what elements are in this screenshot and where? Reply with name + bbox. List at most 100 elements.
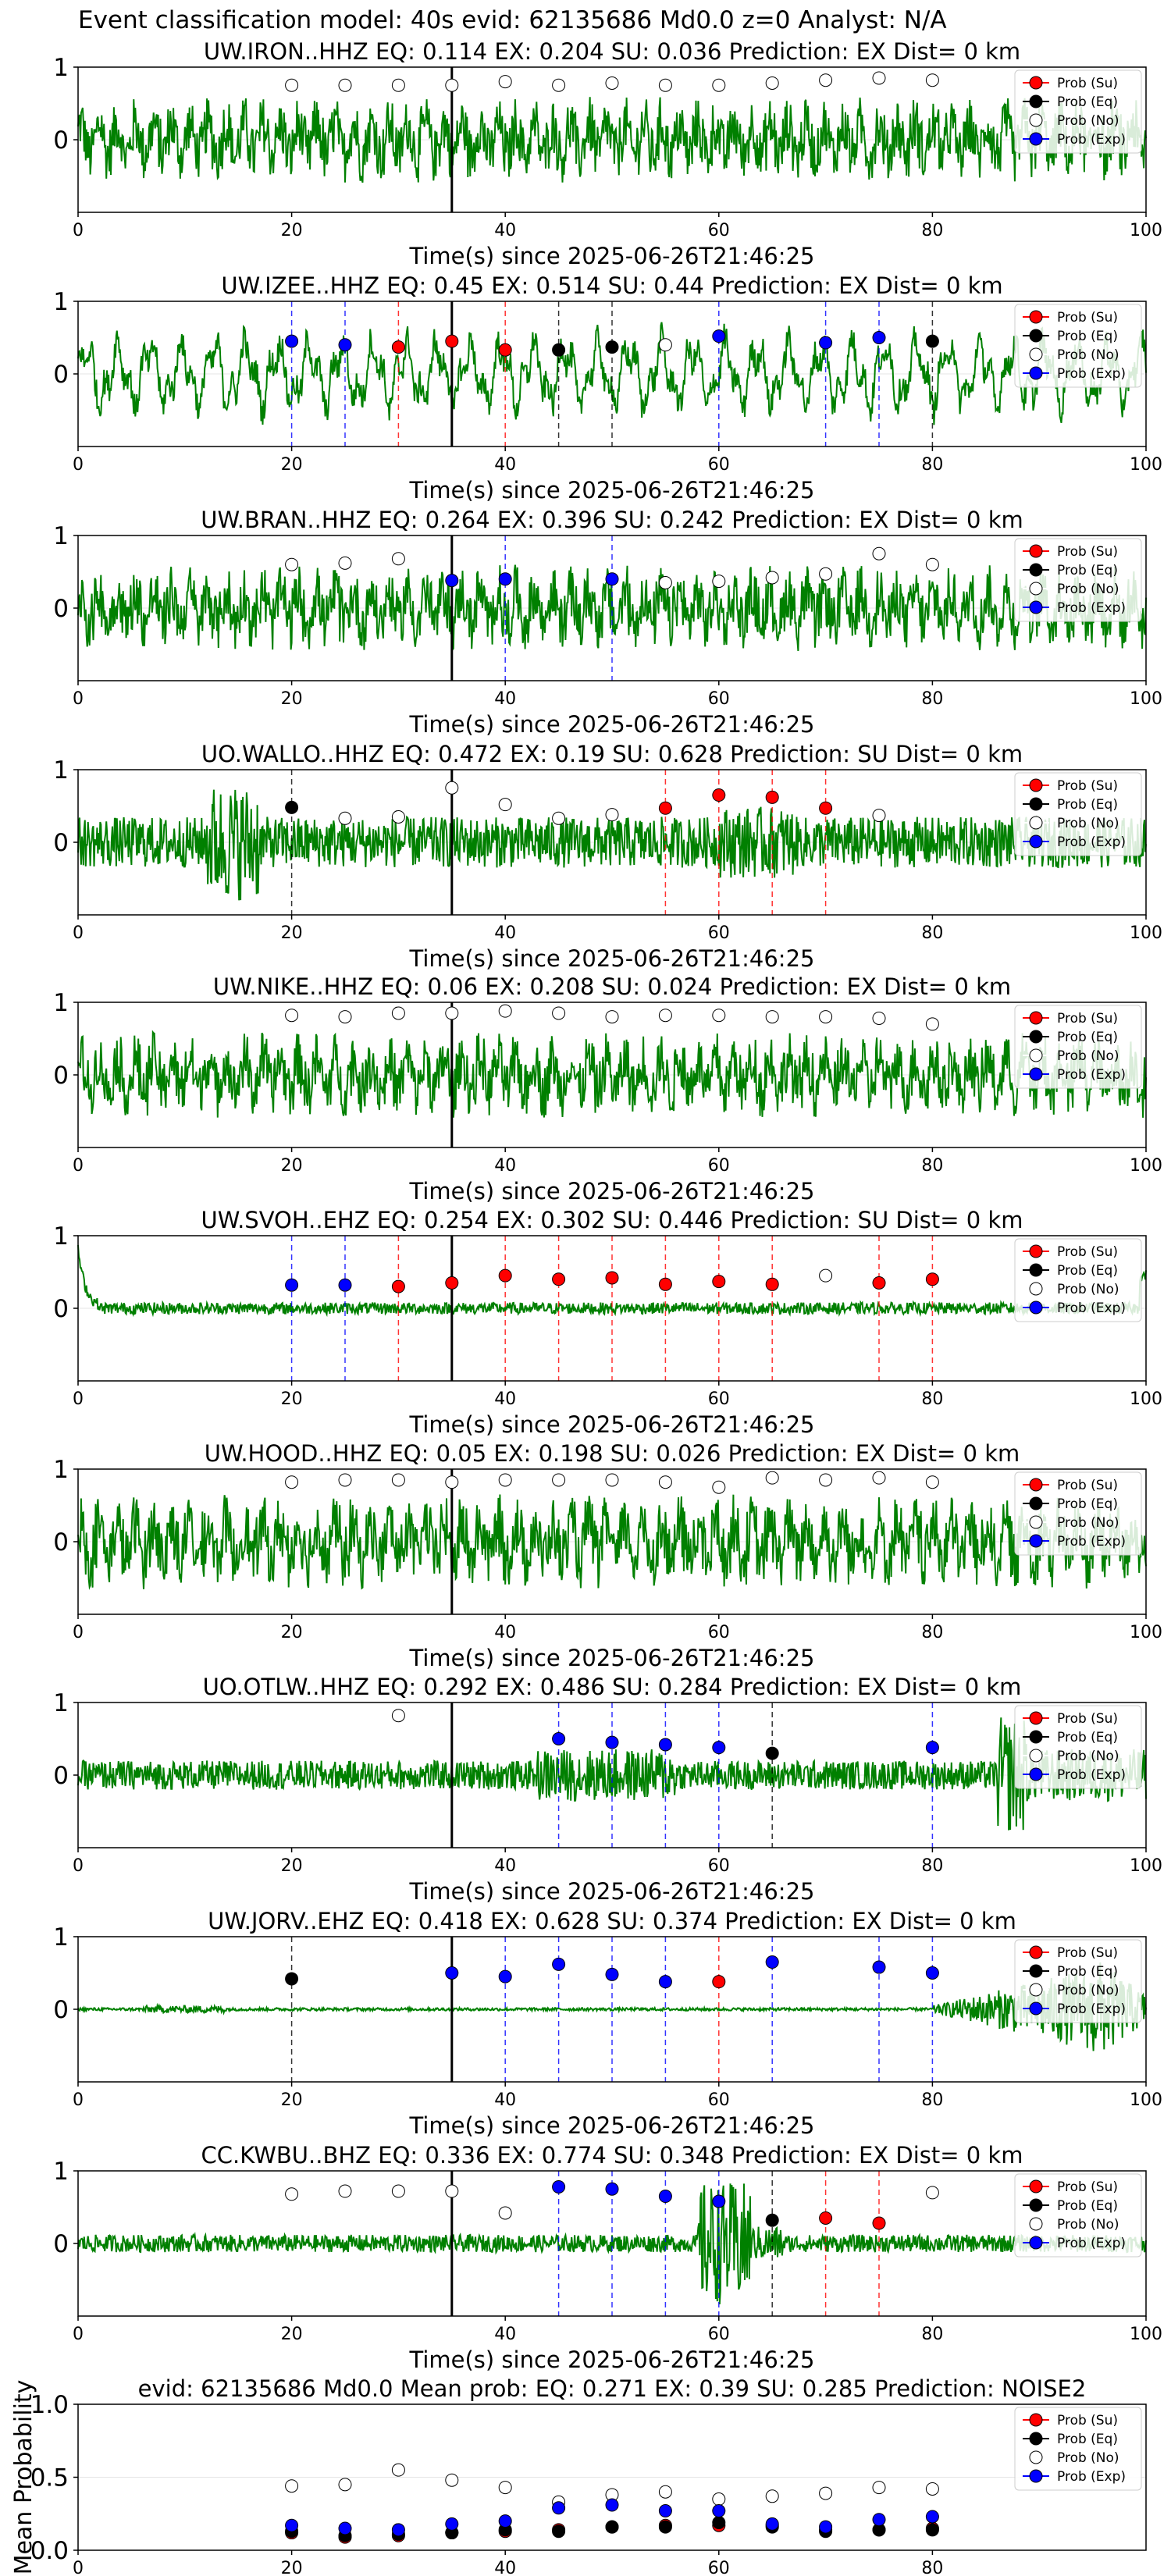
axes-frame [77,301,1147,447]
mean-probability-marker [552,2524,566,2539]
probability-marker [925,557,939,571]
probability-marker [925,73,939,87]
y-tick-label: 0 [53,1528,69,1557]
probability-marker [552,1272,566,1286]
x-tick-label: 100 [1130,689,1162,709]
legend-label: Prob (Eq) [1057,1730,1118,1745]
axes-frame [77,1235,1147,1382]
probability-marker [552,1006,566,1020]
x-tick-label: 80 [921,2559,943,2576]
probability-marker [925,1741,939,1755]
x-tick-label: 60 [708,923,730,943]
probability-marker [712,575,726,589]
probability-marker [872,546,886,560]
probability-marker [445,781,459,795]
probability-marker [658,801,672,815]
probability-marker [605,1735,619,1749]
waveform-trace [77,1494,1147,1590]
y-tick-label: 1.0 [30,2391,69,2419]
mean-probability-marker [658,2485,672,2499]
x-tick-label: 40 [494,455,516,475]
probability-marker [285,1475,299,1489]
waveform-trace [77,1962,1147,2051]
legend-label: Prob (Eq) [1057,329,1118,344]
y-tick-label: 0 [53,1295,69,1323]
legend-box [1014,1705,1142,1789]
probability-marker [605,340,619,354]
probability-marker [819,2211,833,2225]
probability-marker [712,2194,726,2208]
legend-marker [1029,1749,1043,1763]
legend-marker [1029,1300,1043,1315]
probability-marker [712,1275,726,1289]
legend-label: Prob (Eq) [1057,1030,1118,1045]
x-tick-label: 0 [73,455,84,475]
y-axis-label: Mean Probability [10,2380,37,2575]
x-tick-label: 100 [1130,923,1162,943]
waveform-trace [77,1030,1147,1118]
probability-marker [872,1276,886,1290]
mean-probability-marker [605,2498,619,2512]
probability-marker [819,336,833,350]
probability-marker [445,78,459,92]
probability-marker [872,1960,886,1974]
y-tick-label: 1 [53,1689,69,1717]
probability-marker [819,1473,833,1487]
mean-probability-marker [498,2481,512,2495]
probability-marker [552,1473,566,1487]
x-axis-label: Time(s) since 2025-06-26T21:46:25 [409,2347,815,2373]
legend-label: Prob (Eq) [1057,2198,1118,2214]
probability-marker [765,2213,779,2227]
x-tick-label: 80 [921,1389,943,1409]
probability-marker [872,331,886,344]
legend-marker [1029,310,1043,324]
probability-marker [552,1732,566,1745]
mean-probability-marker [285,2518,299,2532]
probability-marker [338,556,352,570]
probability-marker [338,338,352,352]
x-tick-label: 20 [281,2559,303,2576]
station-panel-4: UO.WALLO..HHZ EQ: 0.472 EX: 0.19 SU: 0.6… [53,741,1162,972]
legend-marker [1029,1263,1043,1277]
x-tick-label: 100 [1130,1156,1162,1176]
x-tick-label: 40 [494,2090,516,2110]
legend-marker [1029,1534,1043,1548]
legend-box [1014,1939,1142,2023]
legend-marker [1029,1983,1043,1997]
y-tick-label: 0 [53,1062,69,1090]
legend-marker [1029,797,1043,811]
probability-marker [285,2187,299,2201]
x-tick-label: 0 [73,1156,84,1176]
x-tick-label: 20 [281,923,303,943]
x-tick-label: 20 [281,1856,303,1876]
waveform-trace [77,97,1147,183]
legend-label: Prob (Exp) [1057,2469,1126,2485]
legend-label: Prob (Exp) [1057,600,1126,616]
probability-marker [605,808,619,822]
probability-marker [285,334,299,348]
legend-box [1014,1005,1142,1089]
axes-frame [77,1936,1147,2083]
legend-marker [1029,2450,1043,2464]
probability-marker [605,572,619,586]
panel-title: UW.BRAN..HHZ EQ: 0.264 EX: 0.396 SU: 0.2… [201,507,1023,533]
x-tick-label: 60 [708,2559,730,2576]
probability-marker [658,78,672,92]
legend-label: Prob (Eq) [1057,1964,1118,1980]
probability-marker [285,557,299,571]
legend-marker [1029,2179,1043,2194]
x-tick-label: 80 [921,2090,943,2110]
y-tick-label: 0 [53,126,69,155]
axes-frame [77,769,1147,916]
y-tick-label: 1 [53,756,69,785]
x-tick-label: 60 [708,1389,730,1409]
y-tick-label: 0.0 [30,2537,69,2565]
station-panel-1: UW.IRON..HHZ EQ: 0.114 EX: 0.204 SU: 0.0… [53,38,1162,269]
mean-probability-marker [552,2501,566,2515]
x-tick-label: 100 [1130,2090,1162,2110]
legend-label: Prob (Eq) [1057,1263,1118,1279]
legend-marker [1029,1964,1043,1978]
panel-title: CC.KWBU..BHZ EQ: 0.336 EX: 0.774 SU: 0.3… [201,2142,1023,2169]
legend-marker [1029,582,1043,596]
legend-label: Prob (Su) [1057,544,1118,560]
